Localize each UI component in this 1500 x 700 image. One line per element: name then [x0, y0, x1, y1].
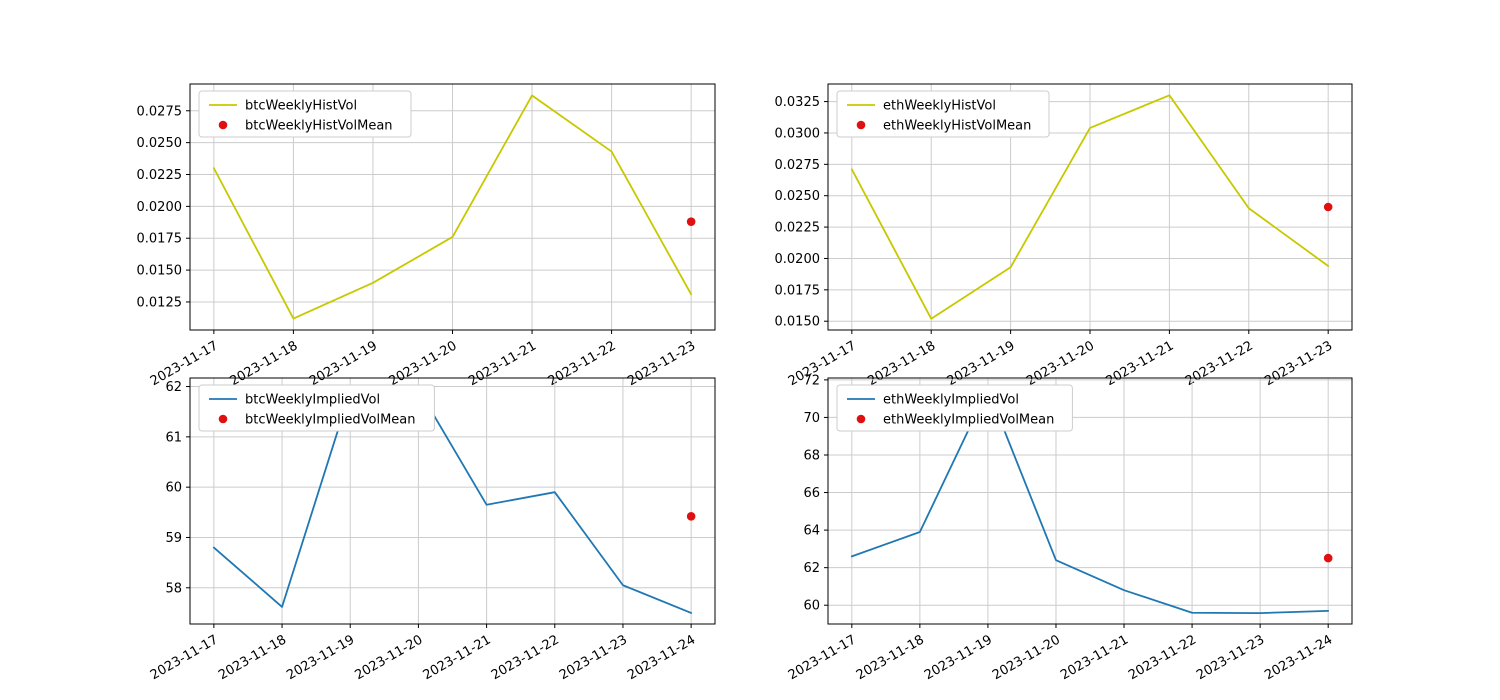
- legend-box: [198, 384, 435, 432]
- y-tick-label: 64: [803, 524, 820, 539]
- y-tick-label: 0.0250: [775, 189, 821, 204]
- x-tick-label: 2023-11-21: [421, 632, 494, 683]
- x-tick-label: 2023-11-20: [352, 632, 425, 683]
- legend-dot-sample: [218, 120, 228, 130]
- y-tick-label: 0.0225: [137, 168, 183, 183]
- legend: btcWeeklyImpliedVol btcWeeklyImpliedVolMe…: [198, 384, 435, 432]
- x-tick-label: 2023-11-19: [307, 338, 380, 389]
- y-tick-label: 0.0200: [137, 200, 183, 215]
- y-tick-label: 68: [803, 448, 820, 463]
- x-tick-label: 2023-11-21: [1103, 338, 1176, 389]
- x-tick-label: 2023-11-18: [865, 338, 938, 389]
- mean-marker-btcWeeklyImpliedVolMean: [686, 512, 696, 521]
- legend-label-series: ethWeeklyHistVol: [883, 99, 996, 114]
- chart-ethWeeklyHistVol: 0.0150 0.0175 0.0200 0.0225 0.0250 0.0275 0.03…: [775, 83, 1353, 389]
- x-tick-label: 2023-11-19: [922, 632, 995, 683]
- legend-label-series: ethWeeklyImpliedVol: [883, 393, 1019, 408]
- x-tick-label: 2023-11-17: [786, 338, 859, 389]
- x-tick-label: 2023-11-22: [1183, 338, 1256, 389]
- x-tick-label: 2023-11-22: [1126, 632, 1199, 683]
- y-tick-label: 72: [803, 373, 820, 388]
- series-line-btcWeeklyImpliedVol: [212, 388, 693, 614]
- x-tick-label: 2023-11-19: [945, 338, 1018, 389]
- axes-border: [827, 377, 1353, 625]
- legend-box: [836, 90, 1050, 138]
- x-tick-label: 2023-11-22: [489, 632, 562, 683]
- x-tick-label: 2023-11-21: [466, 338, 539, 389]
- x-tick-label: 2023-11-23: [625, 338, 698, 389]
- chart-ethWeeklyImpliedVol: 606264666870722023-11-172023-11-182023-1…: [786, 373, 1353, 683]
- legend-box: [836, 384, 1073, 432]
- legend: ethWeeklyImpliedVol ethWeeklyImpliedVolMe…: [836, 384, 1073, 432]
- y-tick-label: 62: [803, 561, 820, 576]
- x-tick-label: 2023-11-18: [227, 338, 300, 389]
- x-tick-label: 2023-11-21: [1058, 632, 1131, 683]
- x-tick-label: 2023-11-18: [854, 632, 927, 683]
- mean-marker-ethWeeklyImpliedVolMean: [1323, 553, 1333, 563]
- y-tick-label: 0.0275: [775, 158, 821, 173]
- y-tick-label: 0.0150: [137, 264, 183, 279]
- chart-btcWeeklyImpliedVol: 58 59 60 61 62 2023-11-172023-11-182023-11-19…: [148, 377, 716, 683]
- legend-dot-sample: [218, 414, 228, 424]
- chart-btcWeeklyHistVol: 0.0125 0.0150 0.0175 0.0200 0.0225 0.0250 0.02…: [137, 83, 716, 389]
- legend-dot-sample: [856, 414, 866, 424]
- y-tick-label: 0.0275: [137, 104, 183, 119]
- x-tick-label: 2023-11-17: [148, 338, 221, 389]
- y-tick-label: 62: [165, 380, 182, 395]
- y-tick-label: 0.0225: [775, 221, 821, 236]
- axes-border: [189, 377, 716, 625]
- y-tick-label: 60: [165, 481, 182, 496]
- legend-label-series: btcWeeklyHistVol: [245, 99, 357, 114]
- x-tick-label: 2023-11-24: [1262, 632, 1335, 683]
- legend-box: [198, 90, 412, 138]
- x-tick-label: 2023-11-20: [1024, 338, 1097, 389]
- legend-label-series: btcWeeklyImpliedVol: [245, 393, 380, 408]
- legend-label-mean: btcWeeklyHistVolMean: [245, 119, 393, 134]
- legend-label-mean: ethWeeklyHistVolMean: [883, 119, 1031, 134]
- y-tick-label: 0.0300: [775, 126, 821, 141]
- series-line-ethWeeklyImpliedVol: [850, 388, 1330, 615]
- legend-label-mean: btcWeeklyImpliedVolMean: [245, 413, 416, 428]
- y-tick-label: 60: [803, 599, 820, 614]
- x-tick-label: 2023-11-17: [148, 632, 221, 683]
- x-tick-label: 2023-11-17: [786, 632, 859, 683]
- y-tick-label: 0.0175: [137, 232, 183, 247]
- mean-marker-btcWeeklyHistVolMean: [686, 217, 696, 226]
- mean-marker-ethWeeklyHistVolMean: [1323, 202, 1333, 212]
- y-tick-label: 0.0175: [775, 283, 821, 298]
- x-tick-label: 2023-11-19: [284, 632, 357, 683]
- y-tick-label: 61: [165, 430, 182, 445]
- y-tick-label: 70: [803, 411, 820, 426]
- series-line-btcWeeklyHistVol: [212, 94, 693, 320]
- x-tick-label: 2023-11-23: [557, 632, 630, 683]
- y-tick-label: 58: [165, 581, 182, 596]
- series-line-ethWeeklyHistVol: [850, 94, 1330, 320]
- y-tick-label: 0.0250: [137, 136, 183, 151]
- y-tick-label: 0.0150: [775, 315, 821, 330]
- y-tick-label: 59: [165, 531, 182, 546]
- y-tick-label: 0.0125: [137, 295, 183, 310]
- x-tick-label: 2023-11-24: [625, 632, 698, 683]
- y-tick-label: 0.0325: [775, 95, 821, 110]
- legend: btcWeeklyHistVol btcWeeklyHistVolMean: [198, 90, 412, 138]
- legend-dot-sample: [856, 120, 866, 130]
- x-tick-label: 2023-11-23: [1194, 632, 1267, 683]
- x-tick-label: 2023-11-22: [546, 338, 619, 389]
- x-tick-label: 2023-11-20: [387, 338, 460, 389]
- y-tick-label: 0.0200: [775, 252, 821, 267]
- legend-label-mean: ethWeeklyImpliedVolMean: [883, 413, 1054, 428]
- y-tick-label: 66: [803, 486, 820, 501]
- x-tick-label: 2023-11-20: [990, 632, 1063, 683]
- legend: ethWeeklyHistVol ethWeeklyHistVolMean: [836, 90, 1050, 138]
- x-tick-label: 2023-11-18: [216, 632, 289, 683]
- x-tick-label: 2023-11-23: [1262, 338, 1335, 389]
